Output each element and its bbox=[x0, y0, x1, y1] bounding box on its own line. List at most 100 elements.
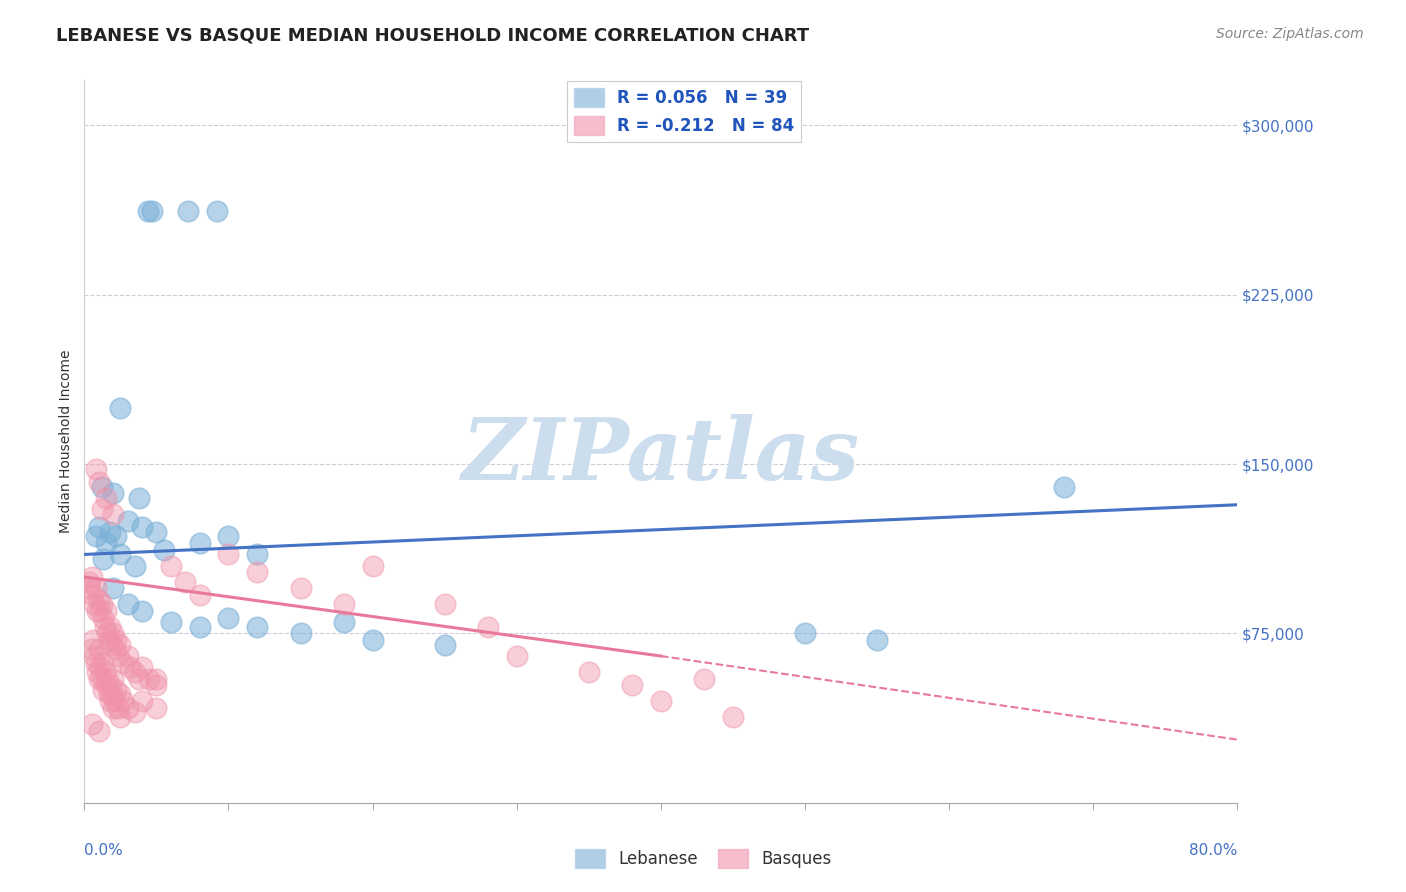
Point bbox=[218, 548, 240, 562]
Point bbox=[145, 672, 167, 686]
Point bbox=[246, 548, 269, 562]
Point bbox=[188, 536, 211, 550]
Point bbox=[433, 597, 456, 611]
Point bbox=[104, 642, 127, 657]
Point bbox=[84, 582, 107, 596]
Point bbox=[87, 520, 110, 534]
Point bbox=[77, 574, 100, 589]
Point bbox=[86, 604, 108, 618]
Point bbox=[90, 597, 112, 611]
Point bbox=[131, 520, 153, 534]
Point bbox=[103, 672, 124, 686]
Point bbox=[110, 548, 132, 562]
Point bbox=[98, 694, 121, 708]
Point bbox=[90, 502, 112, 516]
Point bbox=[177, 204, 200, 219]
Point bbox=[124, 706, 146, 720]
Point bbox=[218, 610, 240, 624]
Point bbox=[100, 687, 122, 701]
Point bbox=[82, 588, 104, 602]
Text: 80.0%: 80.0% bbox=[1189, 843, 1237, 857]
Point bbox=[80, 716, 103, 731]
Point bbox=[290, 626, 312, 640]
Point bbox=[83, 597, 105, 611]
Point bbox=[188, 620, 211, 634]
Point bbox=[110, 638, 132, 652]
Point bbox=[107, 648, 129, 663]
Point bbox=[650, 694, 672, 708]
Point bbox=[93, 665, 115, 679]
Point bbox=[145, 701, 167, 715]
Point bbox=[96, 672, 118, 686]
Point bbox=[188, 588, 211, 602]
Point bbox=[91, 610, 114, 624]
Point bbox=[112, 656, 135, 670]
Point bbox=[98, 620, 121, 634]
Point bbox=[117, 514, 139, 528]
Point bbox=[84, 656, 107, 670]
Point bbox=[105, 682, 128, 697]
Point bbox=[174, 574, 197, 589]
Point bbox=[103, 701, 124, 715]
Point bbox=[98, 678, 121, 692]
Point bbox=[89, 660, 111, 674]
Point bbox=[94, 678, 117, 692]
Point bbox=[103, 507, 124, 521]
Point bbox=[138, 672, 160, 686]
Point bbox=[290, 582, 312, 596]
Point bbox=[124, 558, 146, 573]
Point bbox=[136, 204, 159, 219]
Point bbox=[84, 529, 107, 543]
Legend: Lebanese, Basques: Lebanese, Basques bbox=[568, 842, 838, 875]
Point bbox=[361, 558, 384, 573]
Point bbox=[333, 597, 356, 611]
Point bbox=[1053, 480, 1076, 494]
Point bbox=[866, 633, 889, 648]
Point bbox=[80, 570, 103, 584]
Point bbox=[112, 694, 135, 708]
Point bbox=[90, 672, 112, 686]
Point bbox=[131, 694, 153, 708]
Point bbox=[578, 665, 600, 679]
Point bbox=[117, 597, 139, 611]
Point bbox=[80, 642, 103, 657]
Point bbox=[87, 723, 110, 738]
Point bbox=[794, 626, 817, 640]
Point bbox=[103, 582, 124, 596]
Point bbox=[477, 620, 499, 634]
Point bbox=[145, 678, 167, 692]
Point bbox=[160, 558, 183, 573]
Point bbox=[506, 648, 529, 663]
Point bbox=[117, 648, 139, 663]
Point bbox=[87, 642, 110, 657]
Point bbox=[103, 486, 124, 500]
Point bbox=[124, 665, 146, 679]
Point bbox=[152, 542, 174, 557]
Point bbox=[91, 656, 114, 670]
Point bbox=[93, 620, 115, 634]
Point bbox=[91, 682, 114, 697]
Legend: R = 0.056   N = 39, R = -0.212   N = 84: R = 0.056 N = 39, R = -0.212 N = 84 bbox=[567, 81, 801, 142]
Point bbox=[361, 633, 384, 648]
Point bbox=[131, 604, 153, 618]
Point bbox=[131, 660, 153, 674]
Y-axis label: Median Household Income: Median Household Income bbox=[59, 350, 73, 533]
Text: Source: ZipAtlas.com: Source: ZipAtlas.com bbox=[1216, 27, 1364, 41]
Point bbox=[246, 566, 269, 580]
Point bbox=[98, 524, 121, 539]
Point bbox=[433, 638, 456, 652]
Point bbox=[117, 701, 139, 715]
Point bbox=[105, 633, 128, 648]
Text: 0.0%: 0.0% bbox=[84, 843, 124, 857]
Point bbox=[84, 461, 107, 475]
Point bbox=[100, 638, 122, 652]
Point bbox=[120, 660, 142, 674]
Point bbox=[205, 204, 228, 219]
Point bbox=[218, 529, 240, 543]
Point bbox=[141, 204, 163, 219]
Point bbox=[82, 633, 104, 648]
Point bbox=[693, 672, 716, 686]
Point bbox=[110, 401, 132, 415]
Point bbox=[621, 678, 644, 692]
Point bbox=[94, 491, 117, 505]
